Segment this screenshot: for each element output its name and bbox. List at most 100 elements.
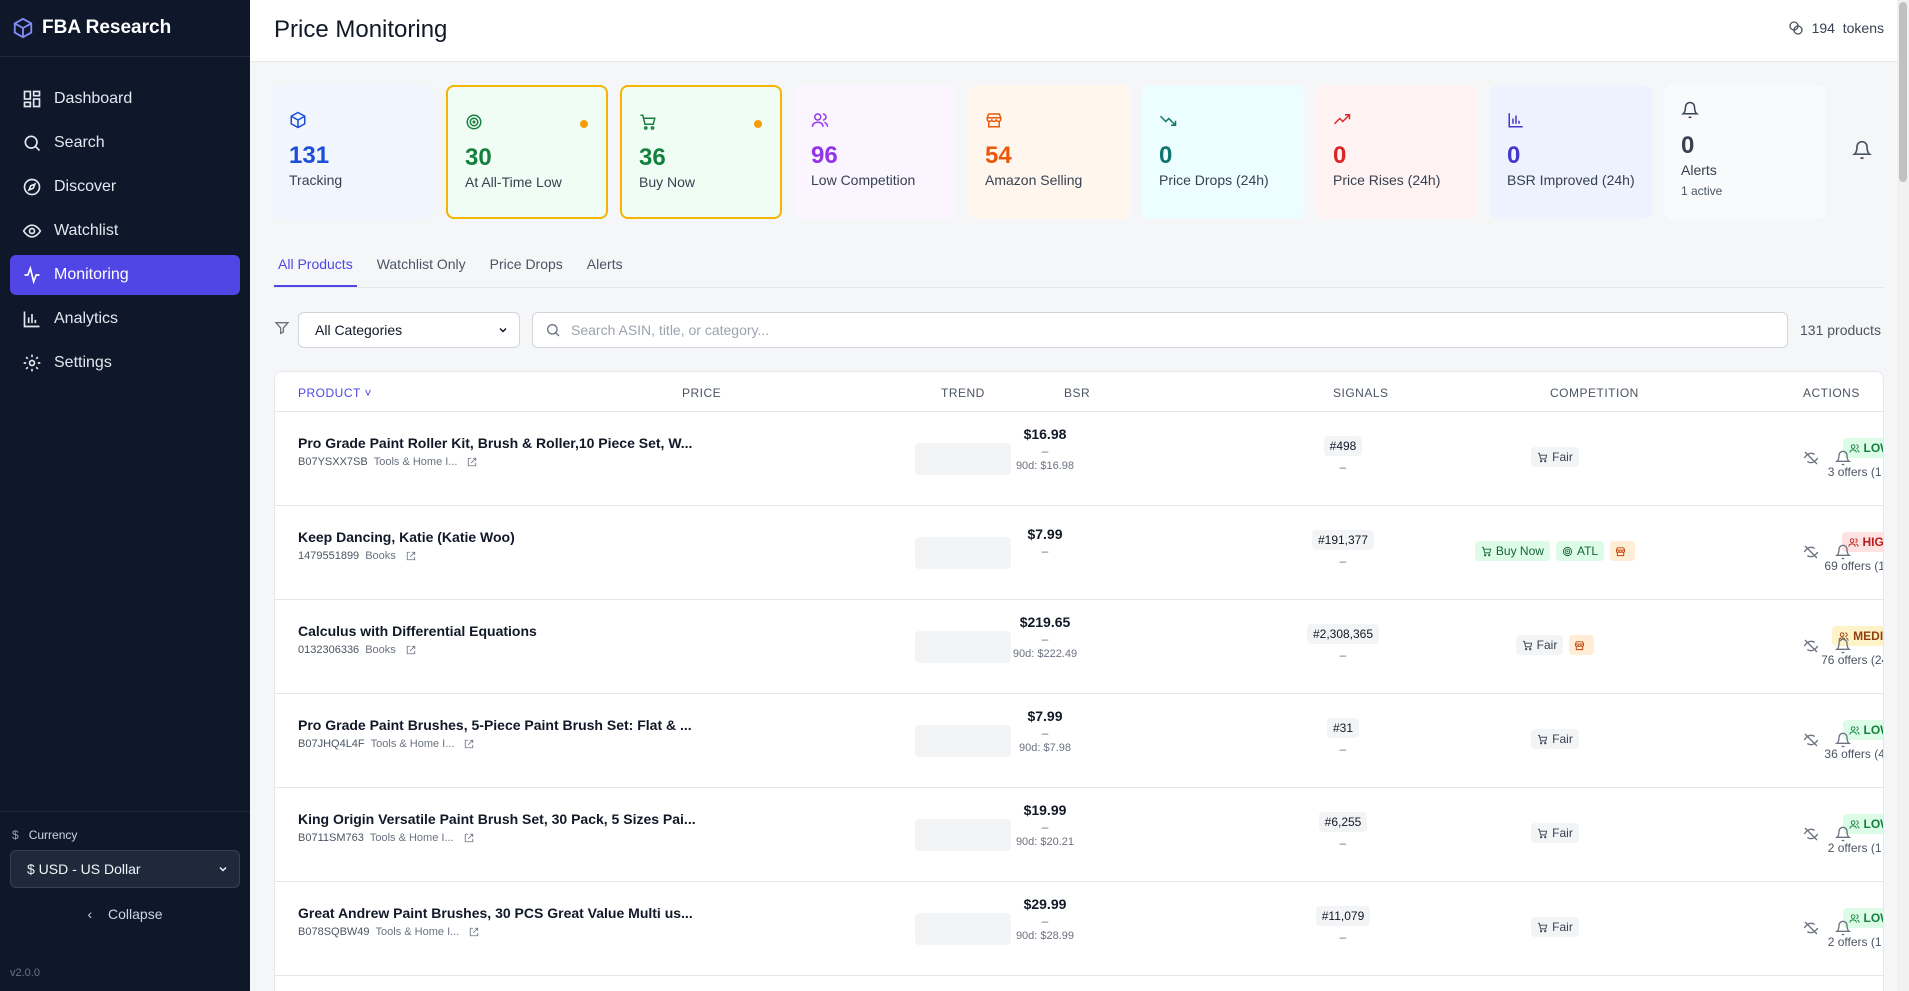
eye-off-icon[interactable]: [1803, 544, 1819, 560]
stat-card-alerts[interactable]: 0 Alerts 1 active: [1664, 85, 1826, 219]
bsr-rank: #191,377: [1311, 530, 1375, 550]
table-header: PRODUCT ˅ PRICE TREND BSR SIGNALS COMPET…: [275, 372, 1883, 412]
box-icon: [290, 111, 306, 129]
stat-card-at-all-time-low[interactable]: 30 At All-Time Low: [446, 85, 608, 219]
trend-sparkline: [915, 631, 1011, 663]
bell-icon[interactable]: [1852, 140, 1872, 160]
stat-card-price-drops-24h[interactable]: 0 Price Drops (24h): [1142, 85, 1304, 219]
bell-icon[interactable]: [1835, 638, 1851, 654]
bell-icon[interactable]: [1835, 920, 1851, 936]
product-meta: B0711SM763 Tools & Home I...: [298, 832, 474, 844]
product-title[interactable]: Great Andrew Paint Brushes, 30 PCS Great…: [298, 905, 693, 921]
signal-fair: Fair: [1531, 729, 1579, 749]
brand[interactable]: FBA Research: [0, 0, 250, 57]
bell-icon[interactable]: [1835, 544, 1851, 560]
sidebar-item-label: Dashboard: [54, 90, 133, 107]
scrollbar[interactable]: [1897, 0, 1909, 991]
competition-cell: MEDIUM 76 offers (24 FBA): [1750, 626, 1883, 667]
external-link-icon[interactable]: [406, 645, 416, 655]
bell-icon[interactable]: [1835, 732, 1851, 748]
sidebar: FBA Research Dashboard Search Discover W…: [0, 0, 250, 991]
table-row[interactable]: King Origin Versatile Paint Brush Set, 3…: [275, 788, 1883, 882]
bsr-change: –: [1339, 554, 1347, 568]
product-title[interactable]: Keep Dancing, Katie (Katie Woo): [298, 529, 515, 545]
price-90d: 90d: $222.49: [1012, 648, 1078, 660]
eye-off-icon[interactable]: [1803, 450, 1819, 466]
coins-icon: [1788, 21, 1803, 35]
currency-select[interactable]: $ USD - US Dollar: [10, 850, 240, 888]
sidebar-item-watchlist[interactable]: Watchlist: [10, 211, 240, 251]
sidebar-item-analytics[interactable]: Analytics: [10, 299, 240, 339]
stat-card-amazon-selling[interactable]: 54 Amazon Selling: [968, 85, 1130, 219]
external-link-icon[interactable]: [464, 833, 474, 843]
cube-logo-icon: [13, 17, 33, 39]
sidebar-item-dashboard[interactable]: Dashboard: [10, 79, 240, 119]
competition-badge: HIGH: [1841, 532, 1883, 552]
scrollbar-thumb[interactable]: [1899, 2, 1907, 182]
eye-off-icon[interactable]: [1803, 638, 1819, 654]
bsr-change: –: [1339, 460, 1347, 474]
stat-card-tracking[interactable]: 131 Tracking: [272, 85, 434, 219]
product-title[interactable]: King Origin Versatile Paint Brush Set, 3…: [298, 811, 696, 827]
external-link-icon[interactable]: [406, 551, 416, 561]
external-link-icon[interactable]: [469, 927, 479, 937]
competition-cell: LOW 2 offers (1 FBA): [1750, 814, 1883, 855]
bar-chart-icon: [23, 311, 40, 328]
current-price: $219.65: [1019, 614, 1071, 630]
eye-off-icon[interactable]: [1803, 826, 1819, 842]
table-row[interactable]: Keep Dancing, Katie (Katie Woo) 147955189…: [275, 506, 1883, 600]
competition-badge: LOW: [1842, 908, 1883, 928]
offers-count: 3 offers (1 FBA): [1827, 464, 1883, 479]
stat-card-buy-now[interactable]: 36 Buy Now: [620, 85, 782, 219]
sidebar-item-discover[interactable]: Discover: [10, 167, 240, 207]
search-input[interactable]: Search ASIN, title, or category...: [532, 312, 1788, 348]
tab-all-products[interactable]: All Products: [274, 246, 357, 287]
stat-card-low-competition[interactable]: 96 Low Competition: [794, 85, 956, 219]
sidebar-item-label: Analytics: [54, 310, 119, 327]
product-title[interactable]: Pro Grade Paint Roller Kit, Brush & Roll…: [298, 435, 693, 451]
table-row[interactable]: Great Andrew Paint Brushes, 30 PCS Great…: [275, 882, 1883, 976]
bell-icon[interactable]: [1835, 450, 1851, 466]
users-icon: [1848, 443, 1860, 453]
sidebar-item-settings[interactable]: Settings: [10, 343, 240, 383]
sidebar-item-label: Monitoring: [54, 266, 129, 283]
price-90d: 90d: $7.98: [1019, 742, 1071, 754]
price-cell: $19.99 – 90d: $20.21: [905, 802, 1185, 848]
stat-value: 131: [289, 142, 330, 169]
sidebar-item-label: Search: [54, 134, 105, 151]
actions-cell: [1803, 920, 1867, 936]
tab-price-drops[interactable]: Price Drops: [489, 256, 563, 272]
actions-cell: [1803, 638, 1867, 654]
table-row[interactable]: Calculus with Differential Equations 0132…: [275, 600, 1883, 694]
category-select[interactable]: All Categories: [298, 312, 520, 348]
table-row[interactable]: Pro Grade Paint Roller Kit, Brush & Roll…: [275, 412, 1883, 506]
stat-card-price-rises-24h[interactable]: 0 Price Rises (24h): [1316, 85, 1478, 219]
external-link-icon[interactable]: [467, 457, 477, 467]
eye-off-icon[interactable]: [1803, 732, 1819, 748]
eye-off-icon[interactable]: [1803, 920, 1819, 936]
table-body: Pro Grade Paint Roller Kit, Brush & Roll…: [275, 412, 1883, 976]
signal-fair: Fair: [1531, 823, 1579, 843]
product-title[interactable]: Calculus with Differential Equations: [298, 623, 537, 639]
sidebar-item-monitoring[interactable]: Monitoring: [10, 255, 240, 295]
bell-icon[interactable]: [1835, 826, 1851, 842]
header-product[interactable]: PRODUCT ˅: [298, 386, 372, 400]
tab-watchlist-only[interactable]: Watchlist Only: [376, 256, 466, 272]
external-link-icon[interactable]: [464, 739, 474, 749]
competition-cell: HIGH 69 offers (1 FBA): [1750, 532, 1883, 573]
collapse-button[interactable]: ‹ Collapse: [87, 906, 163, 922]
sidebar-item-label: Discover: [54, 178, 117, 195]
cart-icon: [1538, 452, 1548, 462]
cart-icon: [640, 114, 656, 130]
product-title[interactable]: Pro Grade Paint Brushes, 5-Piece Paint B…: [298, 717, 692, 733]
cart-icon: [1522, 640, 1532, 650]
chevron-left-icon: ‹: [87, 906, 93, 922]
table-row[interactable]: Pro Grade Paint Brushes, 5-Piece Paint B…: [275, 694, 1883, 788]
offers-count: 2 offers (1 FBA): [1827, 934, 1883, 949]
tab-alerts[interactable]: Alerts: [586, 256, 623, 272]
sidebar-item-search[interactable]: Search: [10, 123, 240, 163]
price-cell: $7.99 –: [905, 526, 1185, 558]
trending-down-icon: [1159, 115, 1177, 126]
currency-label: $ Currency: [12, 828, 78, 842]
stat-card-bsr-improved-24h[interactable]: 0 BSR Improved (24h): [1490, 85, 1652, 219]
